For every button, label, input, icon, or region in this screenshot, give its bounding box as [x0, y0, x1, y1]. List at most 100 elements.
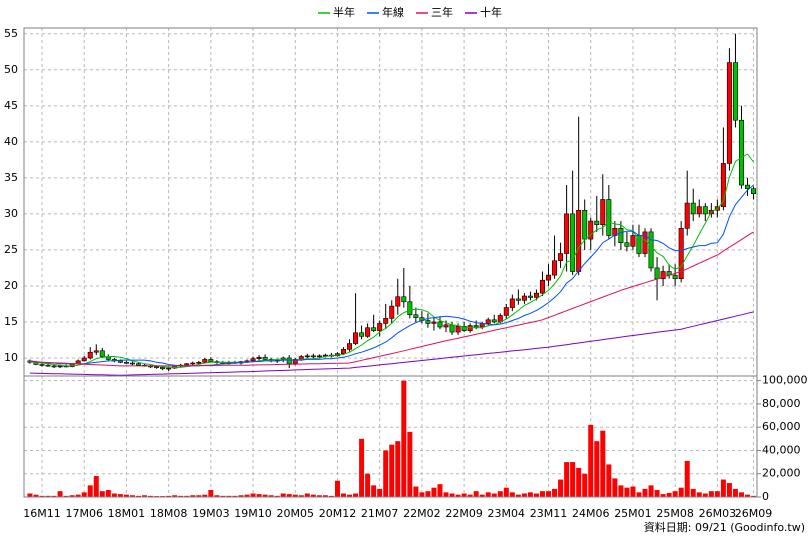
x-tick-label: 24M06 — [572, 507, 610, 520]
x-tick-label: 21M07 — [361, 507, 399, 520]
marks-layer — [27, 33, 757, 497]
volume-bar — [425, 491, 431, 497]
volume-bar — [678, 487, 684, 497]
volume-bar — [666, 492, 672, 497]
volume-bar — [341, 493, 346, 497]
x-tick-label: 25M08 — [656, 507, 694, 520]
volume-bar — [256, 494, 262, 497]
volume-bar — [672, 491, 678, 497]
volume-bar — [33, 494, 39, 497]
volume-bar — [87, 485, 93, 497]
candle-body — [521, 295, 527, 301]
candle-body — [539, 279, 545, 294]
candle-body — [509, 298, 515, 308]
volume-bar — [298, 495, 304, 497]
volume-bar — [359, 438, 365, 497]
volume-bar — [69, 495, 75, 497]
x-tick-label: 23M11 — [530, 507, 568, 520]
candle-body — [316, 355, 322, 358]
x-tick-label: 18M08 — [150, 507, 188, 520]
volume-bar — [45, 495, 51, 497]
volume-bar — [377, 488, 383, 497]
candle-body — [612, 227, 618, 236]
y-tick-label: 15 — [4, 315, 18, 328]
candle-body — [533, 292, 539, 298]
volume-bar — [594, 441, 600, 497]
volume-bar — [292, 494, 298, 497]
volume-bar — [539, 491, 545, 497]
candle-body — [606, 199, 612, 236]
candle-body — [45, 364, 51, 367]
x-tick-label: 20M12 — [319, 507, 357, 520]
volume-bar — [732, 488, 738, 497]
volume-bar — [491, 493, 497, 497]
candle-body — [576, 209, 582, 272]
x-tick-label: 26M03 — [699, 507, 737, 520]
volume-bar — [546, 491, 552, 497]
volume-bar — [497, 491, 503, 497]
candle-body — [527, 295, 533, 298]
volume-bar — [63, 495, 69, 497]
volume-bar — [624, 487, 630, 497]
volume-bar — [503, 487, 509, 497]
candle-body — [160, 367, 166, 370]
candle-body — [353, 332, 359, 344]
volume-bar — [714, 491, 720, 497]
ma-line — [29, 184, 754, 367]
candle-body — [256, 356, 262, 360]
volume-bar — [214, 495, 220, 497]
candle-body — [431, 321, 437, 324]
volume-bar — [334, 480, 340, 497]
candle-body — [503, 307, 509, 316]
volume-bar — [304, 493, 310, 497]
y2-tick-label: 20,000 — [762, 467, 801, 480]
volume-bar — [365, 473, 371, 497]
candle-body — [262, 356, 268, 360]
plot-background — [24, 28, 757, 497]
candle-body — [600, 199, 606, 225]
volume-bar — [630, 486, 636, 497]
volume-bar — [413, 486, 419, 497]
volume-bar — [509, 492, 515, 497]
volume-bar — [328, 495, 334, 497]
candle-body — [558, 253, 564, 262]
volume-bar — [401, 380, 407, 497]
volume-bar — [190, 495, 196, 497]
volume-bar — [738, 492, 744, 497]
x-tick-label: 23M04 — [488, 507, 526, 520]
candle-body — [696, 206, 702, 215]
candle-body — [99, 350, 105, 357]
x-tick-label: 16M11 — [23, 507, 61, 520]
candle-body — [190, 362, 196, 365]
candle-body — [624, 242, 630, 247]
volume-bar — [648, 485, 654, 497]
volume-bar — [178, 495, 184, 497]
candle-body — [340, 349, 346, 354]
candle-body — [383, 318, 389, 324]
volume-bar — [117, 494, 123, 497]
candle-body — [377, 323, 383, 331]
legend-label: 十年 — [480, 5, 502, 19]
candle-body — [413, 314, 419, 318]
volume-bar — [745, 494, 751, 497]
volume-bar — [600, 430, 606, 497]
volume-bar — [751, 495, 757, 497]
candle-body — [618, 227, 624, 244]
volume-bar — [244, 494, 250, 497]
candle-body — [690, 202, 696, 215]
candle-body — [371, 327, 377, 331]
volume-bar — [558, 479, 564, 497]
candle-body — [425, 320, 431, 324]
volume-bar — [280, 493, 286, 497]
candle-body — [738, 119, 744, 186]
volume-bar — [660, 494, 666, 497]
volume-bar — [461, 493, 467, 497]
candle-body — [401, 296, 407, 303]
candle-body — [449, 324, 455, 333]
candle-body — [304, 355, 310, 358]
candle-body — [485, 319, 491, 324]
volume-bar — [184, 495, 190, 497]
y-tick-label: 50 — [4, 63, 18, 76]
volume-bar — [708, 491, 714, 497]
